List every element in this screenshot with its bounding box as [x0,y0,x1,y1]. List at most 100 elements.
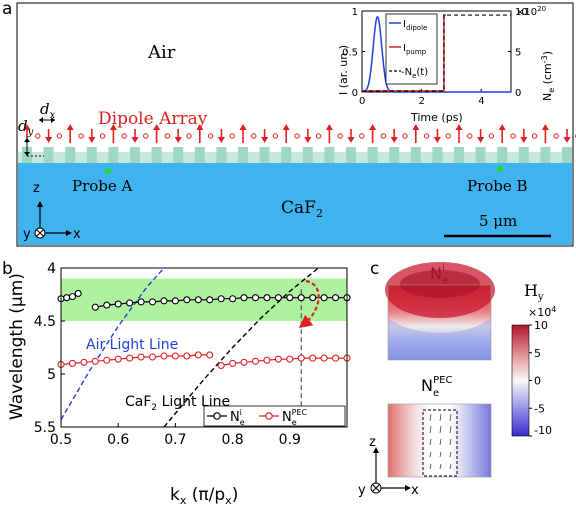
array-cell [562,147,572,163]
data-point [148,353,157,361]
data-point [114,300,122,308]
legend-ne-i: Nei [230,408,245,427]
dipole-arrow [412,124,420,143]
inset-legend-i-dipole: Idipole [403,19,427,32]
air-label: Air [147,42,176,63]
svg-text:y: y [358,483,366,498]
array-cell [497,147,508,163]
array-cell [216,147,227,163]
dipole-arrow [433,129,441,143]
dipole-arrow [369,124,377,143]
data-point [240,294,248,302]
array-cell [281,147,292,163]
dipole-dot [402,133,408,139]
field-arrow [429,426,432,434]
data-point [68,359,76,367]
dipole-dot [229,133,235,139]
dipole-dot [380,133,387,139]
inset-ytick-right: 10 [515,7,528,18]
dispersion-ytick: 5.5 [34,420,56,436]
array-cell [130,147,140,163]
inset-series-ne [362,14,511,92]
dispersion-xtick: 0.5 [50,432,72,448]
array-cell [454,147,464,163]
dispersion-chart: 0.5 0.6 0.7 0.8 0.944.555.5 Air Light Line C… [7,261,351,507]
data-point [91,303,99,311]
array-cell [367,147,378,163]
field-arrow [449,414,452,422]
transition-arrow [298,279,320,328]
inset-ylabel-right: Ne (cm-3) [540,51,556,101]
air-light-line-label: Air Light Line [86,337,178,353]
field-arrow [439,414,442,422]
data-point [103,301,111,309]
dipole-arrow [66,124,74,143]
field-map-top [385,262,495,361]
data-point [68,293,76,301]
data-point [171,297,179,305]
array-cell [475,147,486,163]
array-cell [540,147,551,163]
data-point [206,351,214,359]
array-cell [86,147,97,163]
data-point [251,357,260,365]
data-point [320,294,328,302]
data-point [137,353,145,361]
field-arrow [439,451,442,458]
field-arrow [449,438,452,446]
dispersion-xtick: 0.9 [279,432,301,448]
inset-ytick-left: 1 [352,7,358,18]
array-cell [259,147,270,163]
dispersion-ytick: 4 [47,261,56,277]
field-arrow [439,438,442,446]
data-point [320,354,328,362]
caf2-substrate [18,163,572,245]
data-point [297,294,305,302]
dipole-dot [164,133,171,139]
svg-text:x: x [73,227,81,242]
dipole-dot [272,133,279,139]
dipole-arrow [131,129,139,143]
dipole-dot [186,133,192,139]
field-arrow [429,463,432,470]
dipole-arrow [261,129,269,143]
probe-b-marker [497,166,503,172]
dipole-dot [78,133,84,139]
data-point [183,296,191,304]
colorbar-ticks: 10 5 0 -5 -10 [529,319,552,437]
array-cell [108,147,119,163]
data-point [91,357,99,365]
inset-series-i-dipole [361,15,511,93]
dy-label: dy [18,117,34,138]
data-point [309,294,317,302]
data-point [217,295,225,303]
svg-text:z: z [369,435,376,450]
legend-ne-pec: NePEC [282,408,308,427]
data-point [160,297,168,305]
inset-ytick-left: 0 [352,88,358,99]
field-bottom-title: NePEC [421,375,452,399]
dipole-arrow [196,124,204,143]
dipole-arrow [239,124,247,143]
dipole-dot [143,133,149,139]
data-point [114,355,122,363]
inset-legend-ne: -Ne(t) [401,67,428,80]
field-arrow [449,463,452,470]
coordinate-axes-c: z y x [358,435,419,498]
inset-multiplier: ×1020 [516,5,546,18]
inset-ytick-right: 0 [515,88,521,99]
inset-xtick: 0 [359,96,365,107]
dipole-arrow [217,129,225,143]
scale-bar-label: 5 μm [479,212,517,230]
panel-c-label: c [370,259,379,279]
inset-legend-i-pump: Ipump [403,43,427,56]
data-point [137,298,145,306]
series-ne-i [57,289,351,311]
probe-b-label: Probe B [467,177,528,195]
probe-a-marker [105,168,111,174]
data-point [74,289,82,297]
colorbar-tick: 0 [534,375,541,388]
data-point [229,295,237,303]
data-point [229,359,237,367]
array-cell [43,147,54,163]
